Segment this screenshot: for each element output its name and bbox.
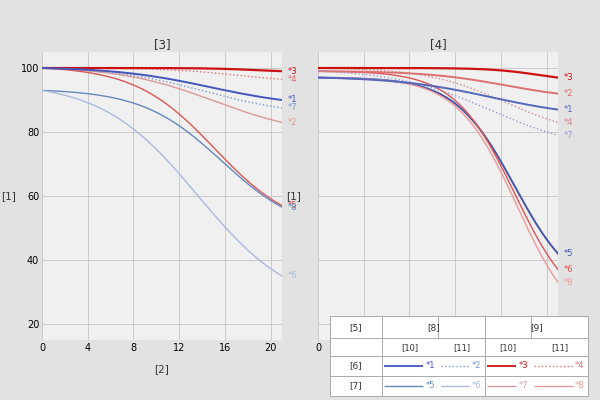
Text: *8: *8 [575,382,585,390]
Text: *6: *6 [288,272,298,280]
Text: *2: *2 [288,118,297,127]
Text: *4: *4 [288,75,297,84]
Text: *6: *6 [472,382,482,390]
Text: [11]: [11] [453,343,470,352]
Text: [10]: [10] [499,343,517,352]
Text: [1]: [1] [1,191,16,201]
Text: [10]: [10] [401,343,419,352]
Text: [1]: [1] [287,191,301,201]
Text: *4: *4 [575,362,584,370]
Title: [4]: [4] [430,38,446,51]
Text: *1: *1 [288,96,297,104]
Text: [11]: [11] [551,343,568,352]
Text: [2]: [2] [155,364,169,374]
FancyBboxPatch shape [330,316,588,396]
Text: [2]: [2] [431,364,445,374]
Text: *5: *5 [564,249,573,258]
Text: *3: *3 [288,67,298,76]
Text: [9]: [9] [530,323,543,332]
Text: *1: *1 [425,362,435,370]
Text: *3: *3 [564,73,574,82]
Text: *4: *4 [564,118,573,127]
Text: [8]: [8] [427,323,440,332]
Text: *2: *2 [564,89,573,98]
Text: *5: *5 [288,201,297,210]
Title: [3]: [3] [154,38,170,51]
Text: *3: *3 [518,362,528,370]
Text: *6: *6 [564,265,574,274]
Text: [6]: [6] [349,362,362,370]
Text: *7: *7 [518,382,528,390]
Text: *1: *1 [564,105,573,114]
Text: *8: *8 [288,203,298,212]
Text: [7]: [7] [349,382,362,390]
Text: *2: *2 [472,362,481,370]
Text: [5]: [5] [349,323,362,332]
Text: *8: *8 [564,278,574,287]
Text: *5: *5 [425,382,435,390]
Text: *7: *7 [288,104,298,112]
Text: *7: *7 [564,131,574,140]
